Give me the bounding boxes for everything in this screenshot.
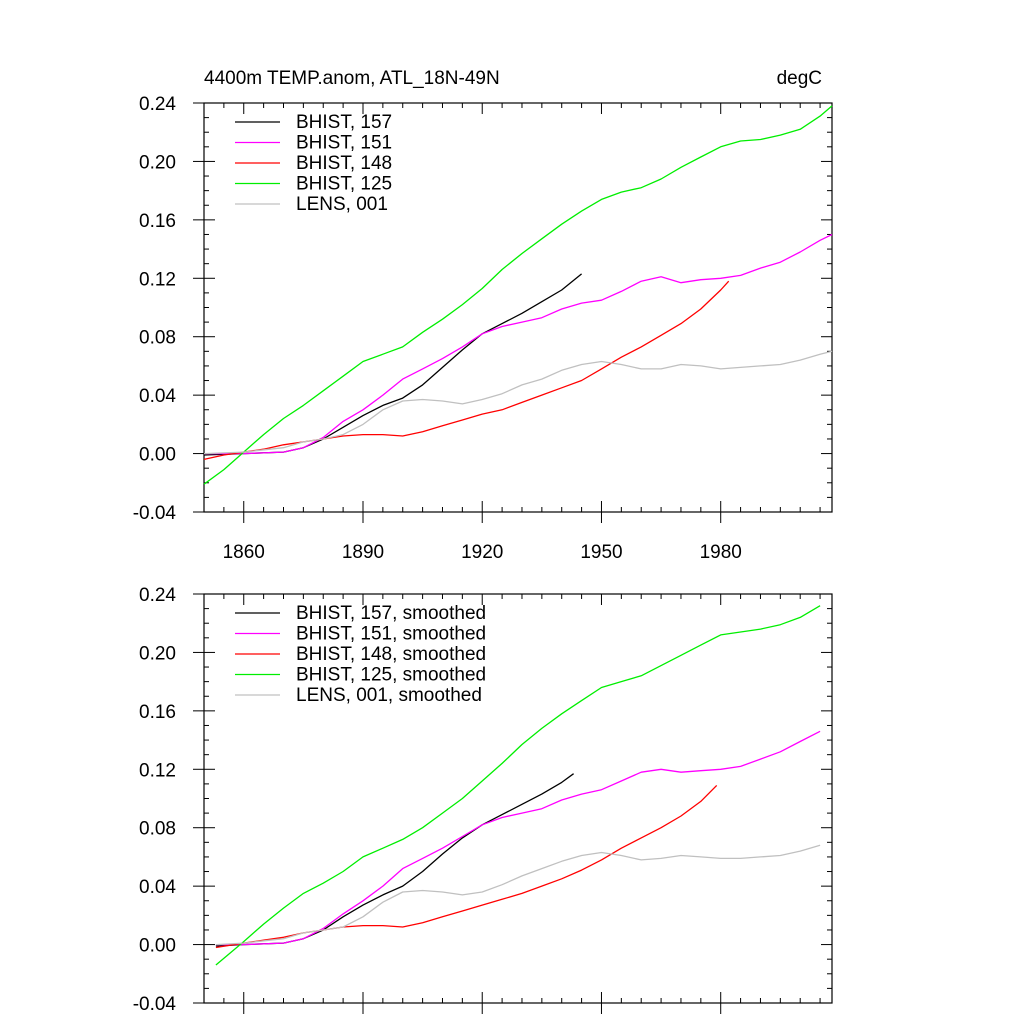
y-tick-label: 0.00 <box>139 936 176 957</box>
legend-label: BHIST, 157 <box>296 112 392 133</box>
series-line <box>215 784 718 949</box>
legend-label: BHIST, 148 <box>296 153 392 174</box>
x-tick-label: 1860 <box>223 542 265 563</box>
bottom-panel: -0.04 0.00 0.04 0.08 0.12 0.16 0.20 0.24 BHIST, … <box>133 585 833 1015</box>
legend-label: BHIST, 157, smoothed <box>296 603 486 624</box>
legend-label: LENS, 001 <box>296 194 388 215</box>
y-tick-label: 0.20 <box>139 152 176 173</box>
series-line <box>215 605 821 966</box>
chart-title-right: degC <box>777 68 822 89</box>
chart-title-left: 4400m TEMP.anom, ATL_18N-49N <box>204 68 500 89</box>
y-tick-label: 0.24 <box>139 585 176 606</box>
y-tick-label: 0.08 <box>139 328 176 349</box>
legend-label: LENS, 001, smoothed <box>296 685 482 706</box>
x-tick-label: 1980 <box>700 542 742 563</box>
legend-label: BHIST, 148, smoothed <box>296 644 486 665</box>
y-tick-label: 0.04 <box>139 386 176 407</box>
y-tick-label: 0.24 <box>139 94 176 115</box>
series-line <box>203 105 833 485</box>
y-tick-label: 0.08 <box>139 819 176 840</box>
x-tick-label: 1920 <box>461 542 503 563</box>
x-tick-label: 1890 <box>342 542 384 563</box>
legend-label: BHIST, 125 <box>296 174 392 195</box>
y-tick-label: 0.00 <box>139 445 176 466</box>
x-tick-label: 1950 <box>580 542 622 563</box>
y-tick-label: -0.04 <box>133 503 177 524</box>
series-line <box>215 844 821 946</box>
legend-label: BHIST, 151, smoothed <box>296 624 486 645</box>
y-tick-label: 0.16 <box>139 702 176 723</box>
series-line <box>203 273 583 456</box>
y-tick-label: 0.12 <box>139 269 176 290</box>
legend-label: BHIST, 125, smoothed <box>296 665 486 686</box>
y-tick-label: 0.04 <box>139 877 176 898</box>
top-panel: 1860 1890 1920 1950 1980 -0.04 0.00 0.04 0.08 0.1… <box>133 94 833 563</box>
y-tick-label: 0.16 <box>139 211 176 232</box>
series-line <box>215 730 821 946</box>
y-tick-label: -0.04 <box>133 994 177 1015</box>
series-line <box>203 350 833 455</box>
legend-label: BHIST, 151 <box>296 133 392 154</box>
y-tick-label: 0.20 <box>139 643 176 664</box>
series-line <box>215 773 574 947</box>
series-line <box>204 233 833 455</box>
series-line <box>203 280 730 461</box>
y-tick-label: 0.12 <box>139 760 176 781</box>
